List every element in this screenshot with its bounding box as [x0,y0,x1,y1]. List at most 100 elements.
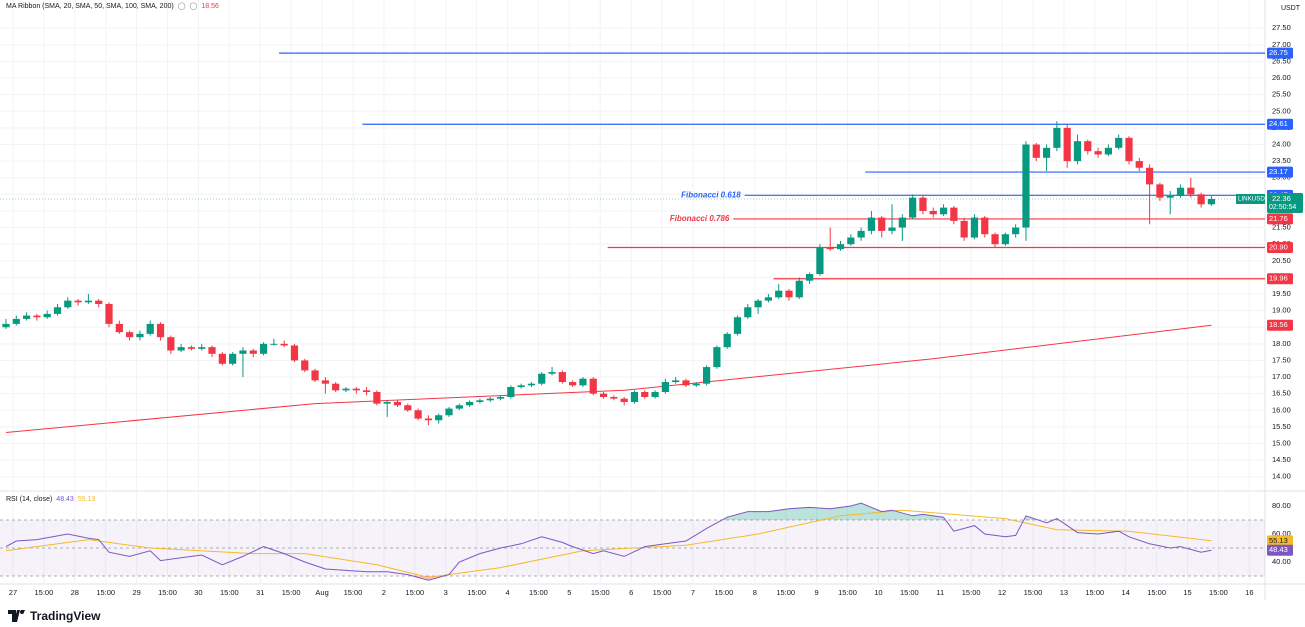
candle-body [651,392,659,397]
candle-body [33,315,41,318]
x-tick-label: 6 [629,588,633,597]
candle-body [43,313,51,318]
candle-body [156,323,165,338]
candle-body [1176,187,1185,196]
candle-body [22,315,31,319]
candle-body [733,317,742,334]
level-name: Fibonacci 0.618 [681,190,741,199]
x-tick-label: 12 [998,588,1006,597]
candle-body [764,297,773,301]
level-tag-bg [1267,118,1293,130]
candle-body [929,210,937,215]
y-tick-label: 25.50 [1272,90,1291,99]
level-tag: 19.96 [1269,274,1288,283]
grid [0,0,1265,583]
candle-body [950,207,958,221]
y-tick-label: 19.50 [1272,289,1291,298]
candle-body [785,290,793,298]
y-tick-label: 25.00 [1272,106,1291,115]
y-tick-label: 14.50 [1272,455,1291,464]
x-tick-label: 5 [567,588,571,597]
x-tick-label: 11 [936,588,944,597]
candle-body [2,323,10,328]
x-tick-label: 28 [71,588,79,597]
y-tick-label: 27.50 [1272,23,1291,32]
candle-body [229,353,237,364]
candle-body [806,274,814,281]
candle-body [836,244,845,250]
candle-body [538,373,546,384]
candle-body [1001,234,1009,245]
x-tick-label: 7 [691,588,695,597]
rsi-ma-tag: 55.13 [1269,536,1288,545]
x-tick-label: 2 [382,588,386,597]
candle-body [486,398,494,401]
x-tick-label: 15:00 [776,588,795,597]
y-tick-label: 26.00 [1272,73,1291,82]
candle-body [1115,137,1123,148]
x-tick-label: 9 [815,588,819,597]
last-price-tag: 22.36 [1272,194,1291,203]
rsi-tick-label: 80.00 [1272,501,1291,510]
indicator-label: MA Ribbon (SMA, 20, SMA, 50, SMA, 100, S… [6,2,174,10]
icon[interactable]: ◯ [189,3,198,10]
candle-body [496,396,505,399]
ma-tag-bg [1267,319,1293,331]
rsi-tag-bg [1267,544,1293,556]
candle-body [723,333,731,348]
candle-body [1125,137,1133,162]
candle-body [126,332,134,338]
candle-body [74,300,82,303]
x-tick-label: 15:00 [1147,588,1166,597]
candle-body [64,300,72,308]
icon[interactable]: ◯ [177,3,186,10]
x-tick-label: 4 [505,588,509,597]
rsi-ma-value: 55.13 [77,496,96,503]
x-tick-label: Aug [315,588,328,597]
candle-body [187,347,196,349]
candle-body [754,300,762,308]
level-tag: 21.76 [1269,214,1288,223]
candle-body [569,382,577,386]
level-tag: 26.75 [1269,48,1288,57]
candle-body [1166,196,1174,198]
candle-body [280,343,288,346]
symbol-tag-bg [1236,193,1265,204]
candle-body [12,318,20,324]
candle-body [991,234,999,245]
indicator-header: MA Ribbon (SMA, 20, SMA, 50, SMA, 100, S… [6,2,219,11]
candle-body [53,307,62,314]
y-tick-label: 23.50 [1272,156,1291,165]
rsi-ma-tag-bg [1267,535,1293,547]
level-tag: 23.17 [1269,167,1288,176]
y-tick-label: 15.50 [1272,422,1291,431]
logo[interactable]: TradingView [8,609,100,623]
rsi-tag: 48.43 [1269,545,1288,554]
x-tick-label: 15:00 [962,588,981,597]
candle-body [713,347,721,368]
candle-body [888,227,896,231]
x-tick-label: 27 [9,588,17,597]
x-tick-label: 15:00 [96,588,115,597]
candle-body [630,392,639,402]
candle-body [1104,147,1113,155]
candle-body [1073,141,1082,162]
candle-body [692,383,700,386]
x-tick-label: 8 [753,588,757,597]
candle-body [208,347,216,354]
currency: USDT [1281,5,1301,12]
rsi-line [5,502,1212,581]
candle-body [404,405,412,411]
candle-body [290,345,299,361]
x-tick-label: 15:00 [467,588,486,597]
x-tick-label: 15:00 [220,588,239,597]
x-tick-label: 15:00 [405,588,424,597]
candle-body [775,290,783,298]
candle-body [332,383,340,391]
y-tick-label: 26.50 [1272,56,1291,65]
x-tick-label: 15:00 [1209,588,1228,597]
candle-body [1084,141,1092,152]
y-tick-label: 14.00 [1272,472,1291,481]
y-tick-label: 16.00 [1272,405,1291,414]
candle-body [414,410,422,419]
